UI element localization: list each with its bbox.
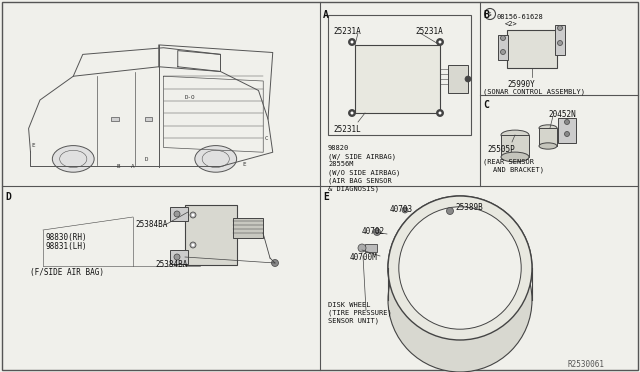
Text: B: B [483,10,489,20]
Text: C: C [483,100,489,110]
Bar [448,65,468,93]
Circle shape [402,207,408,213]
Text: 25384BA: 25384BA [135,220,168,229]
Text: B: B [116,164,120,169]
Bar [539,128,557,146]
Ellipse shape [388,228,532,372]
Text: 25384BA: 25384BA [155,260,188,269]
Text: E: E [31,143,35,148]
Circle shape [438,41,442,44]
Text: C: C [264,135,268,141]
Bar [170,207,188,221]
Circle shape [191,214,195,217]
Circle shape [438,112,442,115]
Circle shape [190,242,196,248]
Circle shape [436,38,444,45]
Text: 25231A: 25231A [415,27,443,36]
Text: R2530061: R2530061 [568,360,605,369]
Text: D-O: D-O [185,94,195,100]
Text: 98831(LH): 98831(LH) [45,242,86,251]
Circle shape [349,38,355,45]
Circle shape [174,254,180,260]
Text: 08156-61628: 08156-61628 [497,14,544,20]
Ellipse shape [539,143,557,149]
Circle shape [271,260,278,266]
Ellipse shape [501,130,529,140]
Text: 98820: 98820 [328,145,349,151]
Text: SENSOR UNIT): SENSOR UNIT) [328,318,379,324]
Circle shape [436,109,444,116]
Ellipse shape [501,152,529,162]
Bar [555,25,565,55]
Bar [145,117,152,121]
Circle shape [557,41,563,45]
Text: <2>: <2> [505,21,518,27]
Ellipse shape [399,207,521,329]
Text: 25231L: 25231L [333,125,361,134]
Circle shape [358,244,366,252]
Circle shape [500,35,506,41]
Circle shape [465,76,471,82]
Text: (REAR SENSOR: (REAR SENSOR [483,158,534,164]
Text: (AIR BAG SENSOR: (AIR BAG SENSOR [328,177,392,183]
Ellipse shape [539,125,557,131]
Text: E: E [243,162,246,167]
Text: 20452N: 20452N [548,110,576,119]
Circle shape [190,212,196,218]
Bar [170,250,188,264]
Ellipse shape [399,207,521,329]
Text: 25505P: 25505P [487,145,515,154]
Circle shape [174,211,180,217]
Bar [558,118,576,143]
Bar [365,244,377,252]
Text: DISK WHEEL: DISK WHEEL [328,302,371,308]
Text: E: E [323,192,329,202]
Circle shape [447,208,454,215]
Text: 25990Y: 25990Y [507,80,535,89]
Text: (SONAR CONTROL ASSEMBLY): (SONAR CONTROL ASSEMBLY) [483,88,585,94]
Text: 98830(RH): 98830(RH) [45,233,86,242]
Ellipse shape [52,145,94,172]
Text: 40702: 40702 [362,227,385,236]
Text: (TIRE PRESSURE): (TIRE PRESSURE) [328,310,392,317]
Text: 28556M: 28556M [328,161,353,167]
Text: 25231A: 25231A [333,27,361,36]
Text: D: D [145,157,148,162]
Bar [328,15,471,135]
Circle shape [557,26,563,31]
Bar [355,45,440,113]
Ellipse shape [388,196,532,340]
Text: D: D [5,192,11,202]
Text: 40703: 40703 [390,205,413,214]
Bar [501,135,529,157]
Ellipse shape [388,196,532,340]
Circle shape [564,131,570,137]
Bar [185,205,237,265]
Bar [507,30,557,68]
Circle shape [374,228,381,235]
Circle shape [191,244,195,247]
Text: (F/SIDE AIR BAG): (F/SIDE AIR BAG) [30,268,104,277]
Text: S: S [488,12,492,16]
Bar [233,218,263,238]
Circle shape [351,112,353,115]
Text: (W/ SIDE AIRBAG): (W/ SIDE AIRBAG) [328,153,396,160]
Text: A: A [323,10,329,20]
Text: (W/O SIDE AIRBAG): (W/O SIDE AIRBAG) [328,169,400,176]
Circle shape [351,41,353,44]
Text: & DIAGNOSIS): & DIAGNOSIS) [328,185,379,192]
Text: 40700M: 40700M [350,253,378,262]
Circle shape [500,49,506,55]
Text: AND BRACKET): AND BRACKET) [493,166,544,173]
Ellipse shape [195,145,237,172]
Circle shape [564,119,570,125]
Text: 25389B: 25389B [455,203,483,212]
Bar [498,35,508,60]
Text: A: A [131,164,134,169]
Circle shape [349,109,355,116]
Bar [111,117,119,121]
